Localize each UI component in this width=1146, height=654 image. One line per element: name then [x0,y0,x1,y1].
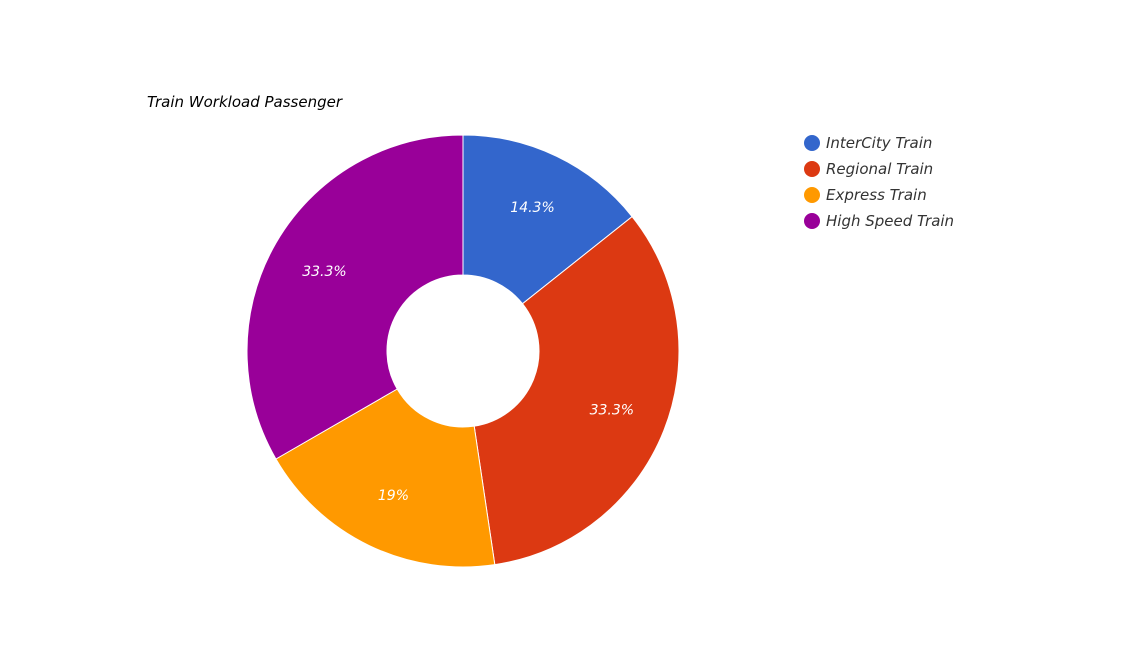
legend: InterCity Train Regional Train Express Tra… [804,134,954,230]
slice-express-train[interactable] [275,388,496,568]
legend-swatch [804,187,820,203]
legend-item[interactable]: InterCity Train [804,134,932,152]
legend-label: Express Train [826,186,927,204]
legend-label: InterCity Train [826,134,932,152]
donut-slices [246,134,680,568]
legend-swatch [804,161,820,177]
slice-intercity-train[interactable] [462,134,633,305]
legend-item[interactable]: Express Train [804,186,927,204]
legend-item[interactable]: Regional Train [804,160,933,178]
slice-label: 33.3% [590,403,634,419]
chart-title: Train Workload Passenger [147,93,343,111]
legend-label: High Speed Train [826,212,954,230]
slice-label: 14.3% [510,200,554,216]
legend-swatch [804,135,820,151]
slice-high-speed-train[interactable] [246,134,464,460]
slice-label: 19% [378,488,409,504]
legend-item[interactable]: High Speed Train [804,212,954,230]
slice-regional-train[interactable] [473,215,680,566]
slice-labels: 14.3% 33.3% 19% 33.3% [302,200,634,504]
legend-swatch [804,213,820,229]
slice-label: 33.3% [302,264,346,280]
legend-label: Regional Train [826,160,933,178]
